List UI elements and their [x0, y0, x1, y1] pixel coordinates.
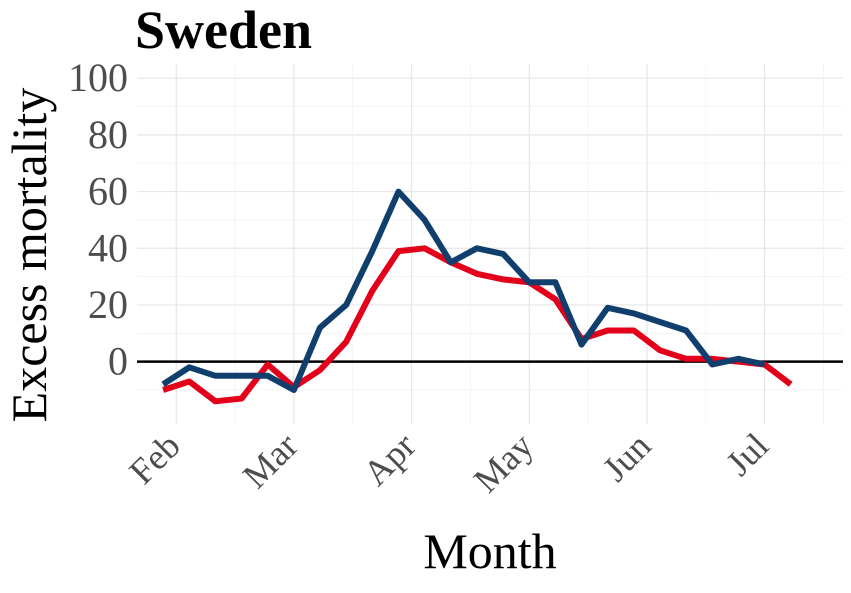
chart-title: Sweden [135, 0, 312, 60]
y-tick-label: 60 [88, 169, 128, 214]
y-axis-ticks: 0 20 40 60 80 100 [68, 55, 128, 383]
x-tick-label: Mar [235, 425, 306, 496]
series-line-1 [162, 245, 793, 405]
x-tick-label: Jun [595, 425, 659, 489]
y-tick-label: 80 [88, 112, 128, 157]
y-axis-title: Excess mortality [1, 88, 57, 423]
x-tick-label: Jul [718, 425, 776, 483]
x-axis-title: Month [423, 523, 556, 579]
x-tick-label: Feb [121, 425, 187, 491]
x-tick-label: May [466, 425, 541, 500]
y-tick-label: 100 [68, 55, 128, 100]
x-tick-label: Apr [355, 425, 423, 493]
series-line-2 [161, 188, 766, 393]
y-tick-label: 0 [108, 339, 128, 384]
grid [137, 64, 843, 424]
x-axis-ticks: Feb Mar Apr May Jun Jul [121, 425, 776, 500]
y-tick-label: 20 [88, 282, 128, 327]
series-lines [161, 188, 793, 405]
y-tick-label: 40 [88, 225, 128, 270]
